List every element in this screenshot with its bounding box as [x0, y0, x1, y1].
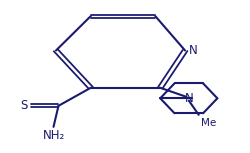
Text: N: N — [188, 44, 197, 57]
Text: NH₂: NH₂ — [42, 129, 64, 142]
Text: Me: Me — [200, 118, 216, 128]
Text: S: S — [20, 99, 27, 112]
Text: N: N — [184, 92, 192, 105]
